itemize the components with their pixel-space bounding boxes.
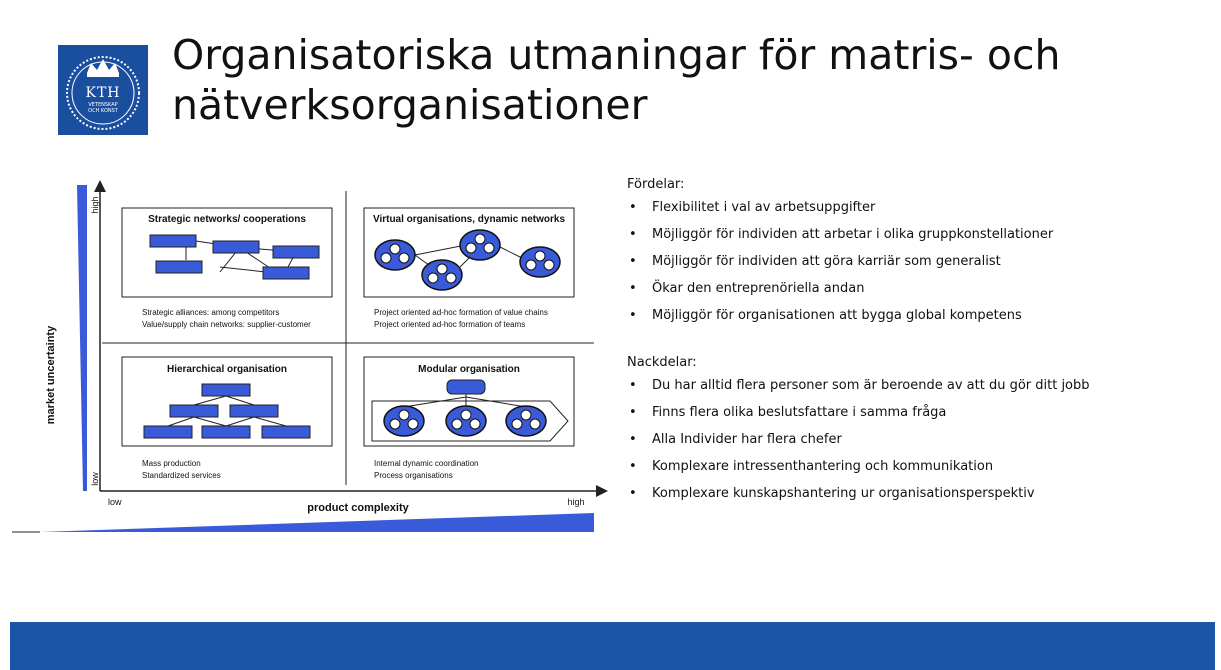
bullet-icon: • (629, 227, 637, 242)
list-item: • Finns flera olika beslutsfattare i samm… (627, 404, 1147, 421)
nackdelar-list: • Du har alltid flera personer som är ber… (627, 377, 1147, 502)
kth-emblem-icon (66, 56, 140, 130)
virtual-organisations-desc1: Project oriented ad-hoc formation of val… (374, 308, 548, 317)
x-high-label: high (567, 497, 584, 507)
modular-organisation-desc1: Internal dynamic coordination (374, 459, 479, 468)
logo-motto-line2: OCH KONST (88, 108, 118, 114)
uncertainty-wedge (77, 185, 87, 491)
list-item: • Du har alltid flera personer som är ber… (627, 377, 1147, 394)
page-title: Organisatoriska utmaningar för matris- o… (172, 31, 1061, 129)
strategic-networks-desc2: Value/supply chain networks: supplier-cu… (142, 320, 311, 329)
hierarchical-organisation-desc2: Standardized services (142, 471, 221, 480)
list-item-text: Ökar den entreprenöriella andan (652, 281, 865, 296)
y-high-label: high (90, 196, 100, 213)
logo-motto-line1: VETENSKAP (88, 102, 118, 108)
bullet-icon: • (629, 405, 637, 420)
bullet-icon: • (629, 200, 637, 215)
modular-process-nodes (371, 379, 569, 442)
list-item: • Komplexare intressenthantering och komm… (627, 458, 1147, 475)
logo-name: KTH (85, 85, 121, 101)
bullet-icon: • (629, 378, 637, 393)
modular-organisation-desc2: Process organisations (374, 471, 453, 480)
virtual-organisations-title: Virtual organisations, dynamic networks (373, 214, 566, 225)
footer-bar (10, 622, 1215, 670)
virtual-network-nodes (374, 229, 561, 291)
list-item-text: Möjliggör för individen att arbetar i ol… (652, 227, 1054, 242)
list-item: • Flexibilitet i val av arbetsuppgifter (627, 199, 1147, 216)
bullet-icon: • (629, 254, 637, 269)
bullet-icon: • (629, 486, 637, 501)
bullet-icon: • (629, 308, 637, 323)
list-item-text: Möjliggör för individen att göra karriär… (652, 254, 1001, 269)
nackdelar-heading: Nackdelar: (627, 355, 697, 370)
modular-organisation-title: Modular organisation (418, 364, 520, 375)
list-item-text: Du har alltid flera personer som är bero… (652, 378, 1090, 393)
x-low-label: low (108, 497, 122, 507)
kth-logo: KTH VETENSKAP OCH KONST (58, 45, 148, 135)
hierarchical-organisation-title: Hierarchical organisation (167, 364, 287, 375)
list-item: • Komplexare kunskapshantering ur organis… (627, 485, 1147, 502)
list-item: • Möjliggör för individen att arbetar i o… (627, 226, 1147, 243)
x-axis-label: product complexity (307, 502, 409, 514)
list-item-text: Alla Individer har flera chefer (652, 432, 842, 447)
fordelar-list: • Flexibilitet i val av arbetsuppgifter •… (627, 199, 1147, 324)
strategic-networks-desc1: Strategic alliances: among competitors (142, 308, 279, 317)
list-item: • Ökar den entreprenöriella andan (627, 280, 1147, 297)
bullet-icon: • (629, 281, 637, 296)
strategic-networks-title: Strategic networks/ cooperations (148, 214, 306, 225)
list-item-text: Finns flera olika beslutsfattare i samma… (652, 405, 947, 420)
bullet-icon: • (629, 432, 637, 447)
pros-cons-panel: Fördelar: • Flexibilitet i val av arbetsu… (627, 176, 1147, 512)
fordelar-heading: Fördelar: (627, 177, 685, 192)
list-item-text: Komplexare intressenthantering och kommu… (652, 459, 994, 474)
strategic-network-nodes (149, 234, 320, 280)
list-item-text: Möjliggör för organisationen att bygga g… (652, 308, 1022, 323)
complexity-wedge (40, 513, 594, 532)
hierarchical-organisation-desc1: Mass production (142, 459, 201, 468)
organisation-matrix-diagram: market uncertainty high low low product … (10, 175, 610, 540)
y-axis-label: market uncertainty (45, 325, 57, 424)
list-item-text: Komplexare kunskapshantering ur organisa… (652, 486, 1035, 501)
hierarchy-tree-nodes (143, 383, 311, 439)
virtual-organisations-desc2: Project oriented ad-hoc formation of tea… (374, 320, 525, 329)
bullet-icon: • (629, 459, 637, 474)
list-item: • Möjliggör för organisationen att bygga … (627, 307, 1147, 324)
list-item: • Möjliggör för individen att göra karriä… (627, 253, 1147, 270)
list-item-text: Flexibilitet i val av arbetsuppgifter (652, 200, 876, 215)
list-item: • Alla Individer har flera chefer (627, 431, 1147, 448)
y-low-label: low (90, 472, 100, 486)
